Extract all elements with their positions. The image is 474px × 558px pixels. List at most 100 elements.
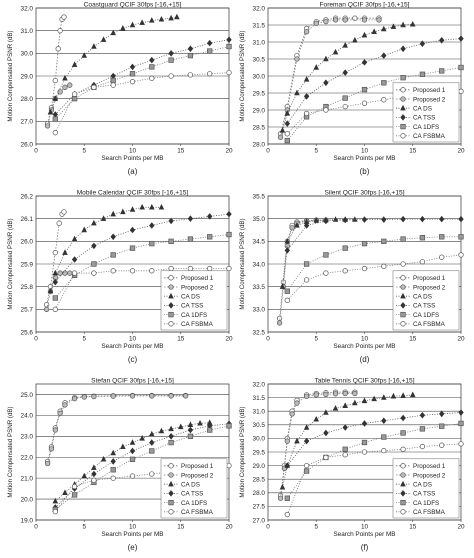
data-point bbox=[177, 423, 184, 430]
data-point bbox=[289, 411, 295, 417]
data-point bbox=[313, 415, 320, 422]
y-tick-label: 25.0 bbox=[21, 392, 34, 399]
data-point bbox=[158, 203, 165, 210]
data-point bbox=[168, 57, 174, 63]
x-tick-label: 0 bbox=[266, 524, 270, 531]
data-point bbox=[207, 71, 213, 77]
data-point bbox=[419, 40, 426, 47]
data-point bbox=[361, 31, 368, 38]
data-point bbox=[139, 19, 145, 25]
y-tick-label: 35.5 bbox=[253, 193, 266, 200]
legend-entry: CA TSS bbox=[413, 491, 435, 498]
data-point bbox=[323, 391, 329, 397]
data-point bbox=[458, 234, 464, 240]
legend-entry: Proposed 1 bbox=[181, 463, 214, 470]
y-tick-label: 26.2 bbox=[21, 193, 34, 200]
data-point bbox=[277, 134, 284, 140]
data-point bbox=[48, 446, 55, 452]
data-point bbox=[226, 69, 232, 76]
legend-swatch-marker bbox=[400, 499, 406, 506]
legend-swatch-marker bbox=[168, 292, 174, 299]
data-point bbox=[342, 95, 348, 101]
data-point bbox=[284, 462, 290, 469]
y-tick-label: 32.0 bbox=[21, 5, 34, 12]
data-point bbox=[352, 15, 358, 21]
y-tick-label: 26.0 bbox=[21, 239, 34, 246]
legend-entry: CA FSBMA bbox=[413, 509, 446, 516]
data-point bbox=[303, 393, 310, 399]
data-point bbox=[120, 443, 126, 449]
data-point bbox=[71, 270, 78, 276]
y-tick-label: 35.0 bbox=[253, 216, 266, 223]
legend-box bbox=[160, 270, 228, 331]
data-point bbox=[47, 108, 54, 115]
data-point bbox=[352, 390, 358, 397]
legend-entry: Proposed 1 bbox=[413, 275, 446, 282]
legend-swatch-marker bbox=[400, 104, 406, 111]
series-line bbox=[47, 395, 186, 462]
x-tick-label: 5 bbox=[82, 336, 86, 343]
data-point bbox=[187, 236, 194, 242]
data-point bbox=[44, 460, 51, 467]
data-point bbox=[62, 270, 68, 276]
data-point bbox=[342, 452, 348, 458]
data-point bbox=[400, 45, 406, 53]
legend-swatch-marker bbox=[168, 275, 174, 281]
data-point bbox=[47, 287, 54, 294]
legend-swatch-marker bbox=[400, 480, 406, 487]
data-point bbox=[91, 393, 97, 400]
series-line bbox=[54, 268, 229, 310]
chart-panel-5: Stefan QCIF 30fps [-16,+15] 19.0 20.0 21.0 2… bbox=[7, 378, 233, 553]
y-tick-label: 29.0 bbox=[21, 73, 34, 80]
series-line bbox=[50, 206, 162, 292]
series-line bbox=[286, 423, 462, 499]
data-point bbox=[91, 219, 97, 226]
data-point bbox=[323, 18, 329, 25]
data-point bbox=[381, 434, 387, 440]
data-point bbox=[52, 269, 59, 276]
x-tick-label: 15 bbox=[409, 524, 417, 531]
data-point bbox=[168, 238, 174, 244]
data-point bbox=[139, 203, 145, 210]
data-point bbox=[52, 250, 58, 256]
data-point bbox=[52, 497, 59, 504]
plot-frame bbox=[267, 195, 462, 333]
data-point bbox=[207, 213, 213, 220]
y-tick-label: 22.0 bbox=[21, 455, 34, 462]
data-point bbox=[100, 215, 107, 221]
data-point bbox=[342, 216, 348, 224]
panel-caption: (a) bbox=[128, 167, 138, 176]
data-point bbox=[168, 425, 174, 432]
legend-swatch-marker bbox=[168, 284, 174, 290]
chart-panel-1: Coastguard QCIF 30fps [-16,+15] 26.0 27.0 2… bbox=[7, 2, 233, 177]
data-point bbox=[168, 439, 174, 446]
data-point bbox=[174, 13, 180, 20]
data-point bbox=[303, 110, 310, 117]
data-point bbox=[313, 217, 320, 223]
data-point bbox=[323, 409, 329, 415]
series-line bbox=[54, 213, 230, 283]
data-point bbox=[149, 56, 155, 64]
data-point bbox=[226, 36, 232, 44]
x-tick-label: 5 bbox=[314, 336, 318, 343]
data-point bbox=[284, 131, 290, 137]
data-point bbox=[332, 17, 339, 23]
data-point bbox=[110, 252, 116, 258]
data-point bbox=[226, 43, 232, 50]
chart-panel-6: Table Tennis QCIF 30fps [-16,+15] 27.0 27.… bbox=[239, 378, 465, 553]
data-point bbox=[67, 270, 73, 276]
data-point bbox=[400, 75, 406, 81]
y-tick-label: 27.0 bbox=[253, 517, 266, 524]
legend-swatch-marker bbox=[400, 292, 406, 299]
data-point bbox=[361, 265, 368, 272]
data-point bbox=[129, 63, 136, 71]
x-tick-label: 10 bbox=[361, 524, 369, 531]
y-tick-label: 26.1 bbox=[21, 216, 34, 223]
data-point bbox=[381, 447, 387, 454]
x-tick-label: 0 bbox=[266, 336, 270, 343]
data-point bbox=[71, 483, 78, 490]
y-axis-label: Motion Compensated PSNR (dB) bbox=[239, 218, 246, 309]
data-point bbox=[371, 395, 377, 402]
data-point bbox=[44, 123, 51, 129]
y-tick-label: 31.5 bbox=[253, 22, 266, 29]
